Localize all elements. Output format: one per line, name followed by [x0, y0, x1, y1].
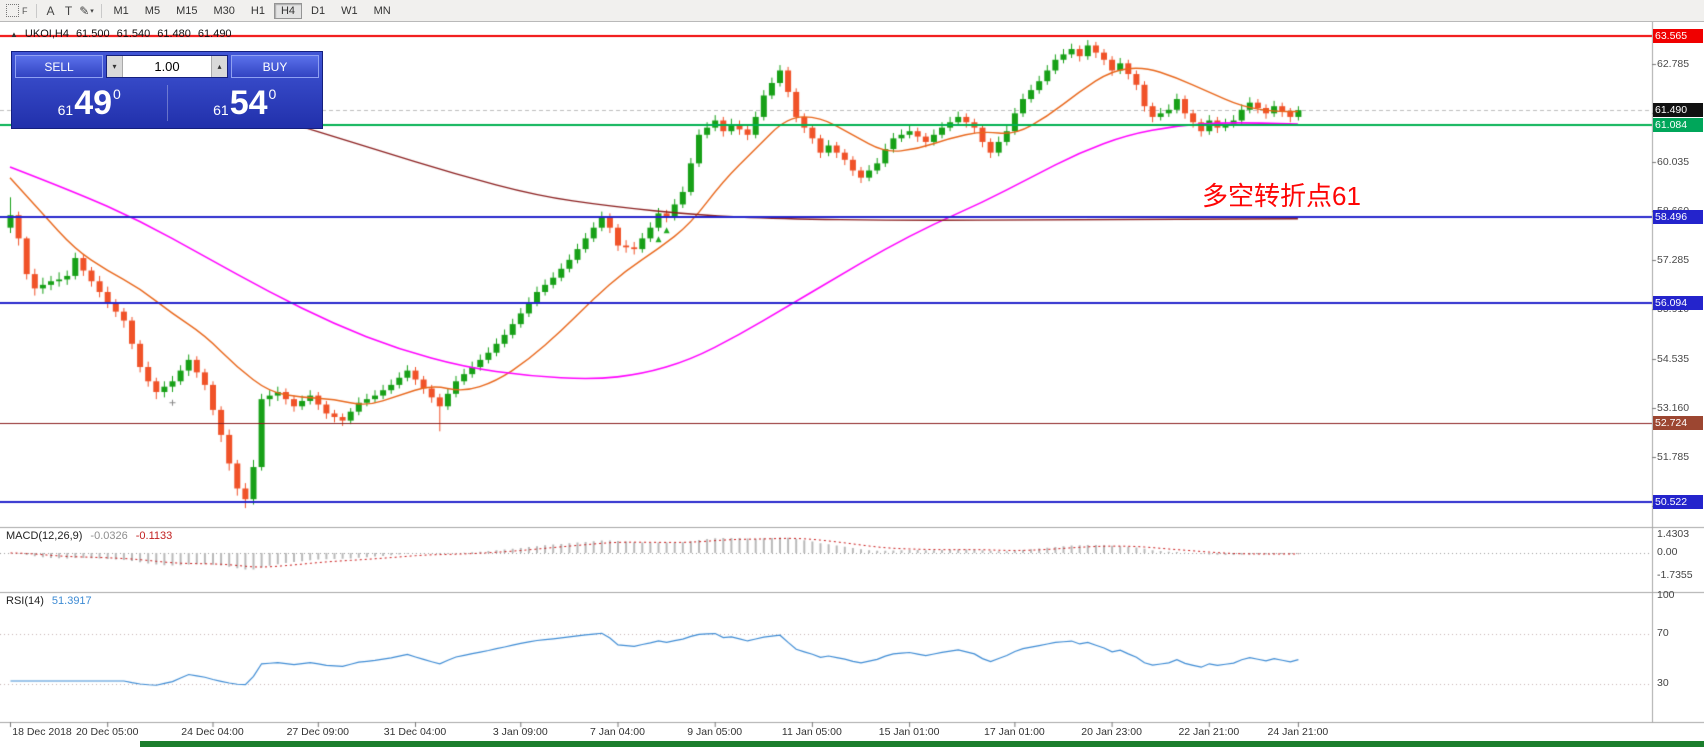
timeframe-button-h1[interactable]: H1: [250, 4, 265, 17]
time-axis-label[interactable]: 17 Jan 01:00: [984, 726, 1045, 738]
time-axis-label[interactable]: 7 Jan 04:00: [590, 726, 645, 738]
volume-increase-button[interactable]: ▴: [211, 56, 227, 77]
grid-icon[interactable]: [6, 4, 19, 17]
ohlc-open: 61.500: [75, 28, 110, 40]
toolbar-separator: [100, 3, 102, 18]
rsi-scale-100: 100: [1657, 589, 1675, 601]
buy-price-pip: 0: [268, 86, 277, 102]
timeframe-button-m1[interactable]: M1: [113, 4, 129, 17]
buy-price-display[interactable]: 61 54 0: [168, 80, 323, 126]
buy-price-big: 54: [229, 84, 268, 122]
chart-canvas[interactable]: [0, 22, 1704, 747]
macd-scale-top: 1.4303: [1657, 528, 1690, 540]
macd-scale-bottom: -1.7355: [1657, 569, 1693, 581]
timeframe-button-m5[interactable]: M5: [144, 4, 161, 17]
timeframe-button-d1[interactable]: D1: [311, 4, 326, 17]
price-badge-52.724: 52.724: [1653, 416, 1703, 431]
rsi-indicator-label: RSI(14) 51.3917: [6, 595, 92, 607]
symbol-label: UKOI,H4: [24, 28, 69, 40]
price-divider: [166, 85, 168, 121]
chart-overlays: 18 Dec 2018 20 Dec 05:00 24 Dec 04:00 27 De…: [0, 22, 1704, 747]
toolbar-separator: [35, 3, 37, 18]
volume-control[interactable]: ▾ 1.00 ▴: [106, 55, 228, 78]
sell-button[interactable]: SELL: [15, 55, 103, 78]
time-axis-label[interactable]: 24 Jan 21:00: [1267, 726, 1329, 738]
price-badge-58.496: 58.496: [1653, 210, 1703, 225]
time-axis-label[interactable]: 20 Dec 05:00: [75, 726, 139, 738]
sell-price-display[interactable]: 61 49 0: [12, 80, 167, 126]
time-axis-label[interactable]: 27 Dec 09:00: [286, 726, 350, 738]
pencil-tool-icon[interactable]: ✎ ▾: [78, 2, 96, 19]
chart-annotation-text: 多空转折点61: [1202, 181, 1361, 211]
price-tick-label[interactable]: 54.535: [1657, 352, 1690, 365]
macd-value-signal: -0.1133: [135, 530, 173, 542]
price-badge-61.490: 61.490: [1653, 103, 1703, 118]
sell-price-prefix: 61: [57, 102, 74, 118]
price-badge-63.565: 63.565: [1653, 29, 1703, 43]
timeframe-button-mn[interactable]: MN: [373, 4, 391, 17]
timeframe-group: M1 M5 M15 M30 H1 H4 D1 W1 MN: [107, 2, 398, 19]
time-axis-label[interactable]: 24 Dec 04:00: [181, 726, 244, 738]
buy-price-prefix: 61: [213, 102, 229, 118]
price-tick-label[interactable]: 51.785: [1657, 450, 1690, 463]
price-badge-56.094: 56.094: [1653, 295, 1703, 310]
macd-indicator-label: MACD(12,26,9) -0.0326 -0.1133: [6, 530, 172, 542]
ohlc-low: 61.480: [157, 28, 191, 40]
buy-button[interactable]: BUY: [231, 55, 319, 78]
symbol-marker-icon: ▲: [10, 29, 18, 39]
price-tick-label[interactable]: 62.785: [1657, 57, 1690, 70]
toolbar: F A T ✎ ▾ M1 M5 M15 M30 H1 H4 D1 W1 MN: [0, 0, 1704, 22]
macd-scale-zero: 0.00: [1657, 546, 1678, 558]
rsi-name: RSI(14): [6, 595, 44, 607]
ohlc-high: 61.540: [116, 28, 151, 40]
volume-input[interactable]: 1.00: [154, 59, 180, 74]
rsi-scale-70: 70: [1657, 627, 1669, 639]
time-axis-label[interactable]: 31 Dec 04:00: [383, 726, 447, 738]
text-tool-t[interactable]: T: [64, 3, 73, 18]
one-click-trade-panel: SELL ▾ 1.00 ▴ BUY 61 49 0 61 54 0: [11, 51, 323, 129]
timeframe-button-h4[interactable]: H4: [273, 2, 302, 19]
sell-price-big: 49: [74, 84, 113, 122]
time-axis-label[interactable]: 15 Jan 01:00: [878, 726, 940, 738]
timeframe-button-w1[interactable]: W1: [341, 4, 358, 17]
time-axis-label[interactable]: 3 Jan 09:00: [492, 726, 548, 738]
pencil-icon: ✎: [79, 3, 90, 18]
price-tick-label[interactable]: 60.035: [1657, 156, 1690, 169]
ohlc-close: 61.490: [197, 28, 232, 40]
rsi-scale-30: 30: [1657, 677, 1669, 689]
time-axis-label[interactable]: 9 Jan 05:00: [687, 726, 743, 738]
bottom-strip: [140, 741, 1704, 747]
time-axis-label[interactable]: 18 Dec 2018: [12, 726, 72, 738]
timeframe-button-m30[interactable]: M30: [213, 4, 235, 17]
time-axis-label[interactable]: 11 Jan 05:00: [781, 726, 842, 738]
time-axis-label[interactable]: 22 Jan 21:00: [1178, 726, 1240, 738]
toolbar-f-label: F: [22, 5, 28, 16]
chevron-down-icon: ▾: [90, 7, 94, 15]
rsi-value: 51.3917: [51, 595, 92, 607]
price-badge-61.084: 61.084: [1653, 117, 1703, 132]
time-axis-label[interactable]: 20 Jan 23:00: [1081, 726, 1142, 738]
chart-area: 18 Dec 2018 20 Dec 05:00 24 Dec 04:00 27 De…: [0, 22, 1704, 747]
chart-symbol-info: ▲ UKOI,H4 61.500 61.540 61.480 61.490: [10, 28, 232, 40]
macd-value-main: -0.0326: [90, 530, 128, 542]
cursor-tool-a[interactable]: A: [46, 3, 55, 18]
price-badge-50.522: 50.522: [1653, 494, 1703, 509]
sell-price-pip: 0: [113, 86, 121, 102]
price-tick-label[interactable]: 53.160: [1657, 401, 1690, 414]
macd-name: MACD(12,26,9): [6, 530, 83, 542]
volume-decrease-button[interactable]: ▾: [107, 56, 123, 77]
price-tick-label[interactable]: 57.285: [1657, 254, 1690, 267]
timeframe-button-m15[interactable]: M15: [176, 4, 198, 17]
